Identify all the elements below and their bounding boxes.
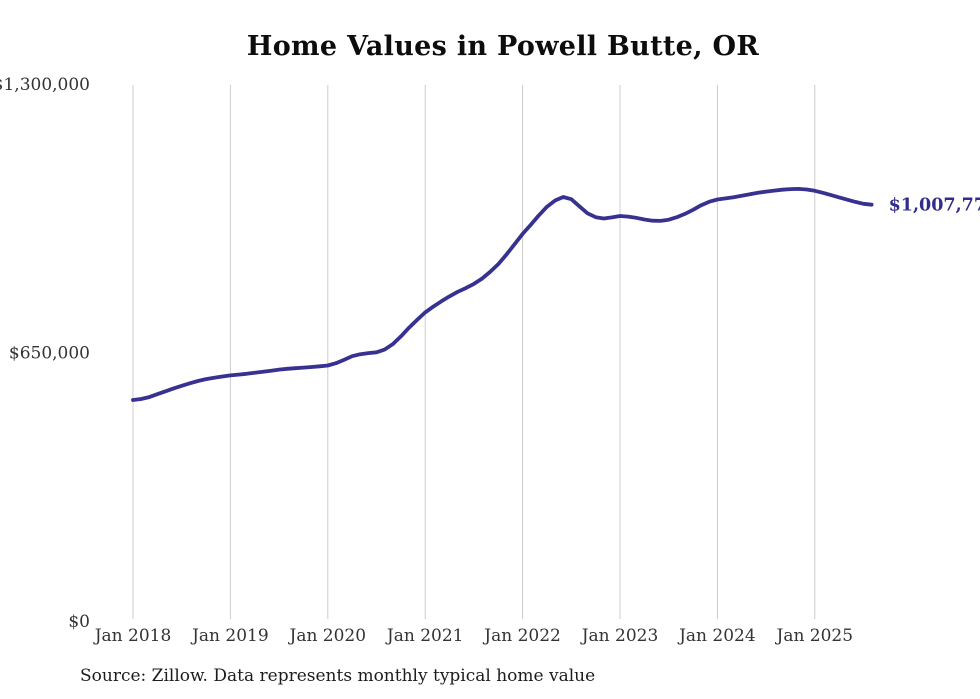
- x-axis-tick-label: Jan 2018: [93, 626, 172, 646]
- x-axis-tick-label: Jan 2023: [580, 626, 659, 646]
- y-axis-tick-label: $0: [68, 612, 90, 632]
- home-value-line: [131, 186, 874, 402]
- x-axis-tick-label: Jan 2025: [775, 626, 854, 646]
- x-axis-tick-label: Jan 2022: [482, 626, 561, 646]
- x-axis-tick-label: Jan 2024: [677, 626, 756, 646]
- x-axis-tick-label: Jan 2021: [385, 626, 464, 646]
- source-note: Source: Zillow. Data represents monthly …: [80, 666, 596, 686]
- y-axis-tick-label: $1,300,000: [0, 75, 90, 95]
- chart-title: Home Values in Powell Butte, OR: [246, 31, 760, 62]
- current-value-label: $1,007,774: [889, 196, 980, 216]
- x-axis-tick-label: Jan 2019: [190, 626, 269, 646]
- y-axis-tick-label: $650,000: [9, 344, 90, 364]
- x-axis-tick-label: Jan 2020: [288, 626, 367, 646]
